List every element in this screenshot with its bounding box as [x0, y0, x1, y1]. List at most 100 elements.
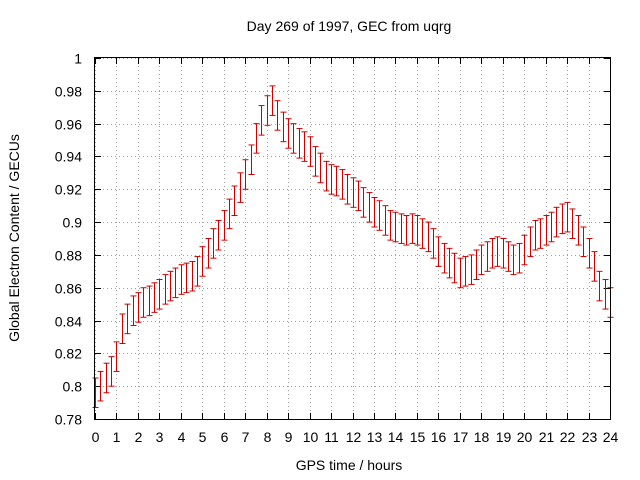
error-bar-point [130, 295, 137, 326]
error-bar-point [591, 251, 598, 282]
x-tick-label: 23 [582, 429, 598, 445]
error-bar-point [108, 356, 115, 387]
error-bar-point [274, 100, 281, 131]
error-bar-point [548, 211, 555, 243]
error-bar-point [446, 247, 453, 279]
error-bar-point [280, 111, 287, 143]
y-tick-label: 0.92 [55, 182, 82, 198]
error-bar-point [484, 241, 491, 272]
error-bar-point [451, 252, 458, 284]
error-bar-point [521, 234, 528, 266]
x-tick-label: 24 [603, 429, 619, 445]
error-bar-point [403, 215, 410, 246]
error-bar-point [382, 205, 389, 236]
error-bar-point [586, 238, 593, 269]
error-bar-point [510, 244, 517, 276]
error-bar-point [366, 192, 373, 223]
error-bar-point [505, 241, 512, 272]
error-bar-point [113, 341, 120, 372]
error-bar-point [344, 174, 351, 205]
error-bar-point [543, 215, 550, 246]
error-bar-point [119, 313, 126, 345]
y-tick-label: 0.84 [55, 314, 82, 330]
x-tick-label: 4 [178, 429, 186, 445]
x-tick-label: 0 [92, 429, 100, 445]
error-bar-point [500, 238, 507, 269]
error-bar-point [478, 244, 485, 276]
error-bar-point [248, 144, 255, 176]
y-tick-label: 0.96 [55, 117, 82, 133]
x-tick-label: 19 [496, 429, 512, 445]
x-tick-label: 17 [453, 429, 469, 445]
y-tick-label: 0.94 [55, 149, 82, 165]
x-tick-label: 2 [135, 429, 143, 445]
error-bar-point [559, 203, 566, 235]
y-tick-label: 0.9 [63, 215, 83, 231]
error-bar-point [285, 118, 292, 149]
error-bar-point [317, 152, 324, 184]
error-bar-point [339, 169, 346, 200]
error-bar-point [231, 185, 238, 217]
x-tick-label: 20 [517, 429, 533, 445]
error-bar-point [205, 238, 212, 269]
x-axis-label: GPS time / hours [296, 457, 403, 473]
x-tick-label: 13 [367, 429, 383, 445]
error-bar-point [392, 211, 399, 243]
error-bar-point [162, 274, 169, 305]
error-bar-point [253, 123, 260, 154]
error-bar-point [183, 262, 190, 294]
error-bar-point [457, 257, 464, 289]
error-bar-point [355, 180, 362, 212]
error-bar-point [124, 303, 131, 335]
error-bar-point [146, 285, 153, 317]
error-bar-point [290, 123, 297, 154]
x-tick-label: 18 [474, 429, 490, 445]
y-tick-label: 0.98 [55, 84, 82, 100]
error-bar-point [376, 200, 383, 231]
y-tick-label: 0.82 [55, 346, 82, 362]
data-series [92, 85, 614, 409]
error-bar-point [178, 264, 185, 295]
error-bar-point [226, 198, 233, 230]
x-tick-label: 12 [346, 429, 362, 445]
y-tick-label: 1 [74, 51, 82, 67]
x-tick-label: 1 [113, 429, 121, 445]
error-bar-point [103, 362, 110, 394]
x-tick-label: 6 [221, 429, 229, 445]
x-tick-label: 11 [324, 429, 339, 445]
error-bar-point [215, 219, 222, 251]
error-bar-point [414, 215, 421, 246]
error-bar-point [569, 208, 576, 239]
error-bar-point [258, 105, 265, 136]
y-tick-labels: 0.78 0.8 0.82 0.84 0.86 0.88 0.9 0.92 0.94 0.96 0.… [55, 51, 82, 428]
error-bar-point [328, 164, 335, 195]
plot-frame [94, 57, 611, 420]
error-bar-point [430, 228, 437, 259]
error-bar-point [564, 201, 571, 233]
chart-title: Day 269 of 1997, GEC from uqrg [247, 18, 452, 34]
error-bar-point [242, 159, 249, 190]
error-bar-point [553, 206, 560, 238]
y-tick-label: 0.86 [55, 281, 82, 297]
error-bar-point [468, 254, 475, 285]
error-bar-point [575, 215, 582, 246]
error-bar-point [371, 196, 378, 228]
x-tick-label: 5 [199, 429, 207, 445]
error-bar-point [135, 292, 142, 323]
y-tick-label: 0.8 [63, 379, 83, 395]
grid-lines [95, 58, 611, 420]
error-bar-point [140, 287, 147, 318]
error-bar-point [435, 236, 442, 267]
error-bar-point [194, 256, 201, 287]
error-bar-point [312, 146, 319, 177]
error-bar-point [580, 226, 587, 258]
x-tick-label: 14 [388, 429, 404, 445]
x-tick-label: 16 [431, 429, 447, 445]
error-bar-point [494, 236, 501, 267]
error-bar-point [425, 221, 432, 253]
error-bar-point [296, 128, 303, 159]
x-tick-label: 9 [285, 429, 293, 445]
error-bar-point [210, 228, 217, 259]
y-axis-label: Global Electron Content / GECUs [6, 134, 22, 342]
x-tick-label: 21 [539, 429, 555, 445]
